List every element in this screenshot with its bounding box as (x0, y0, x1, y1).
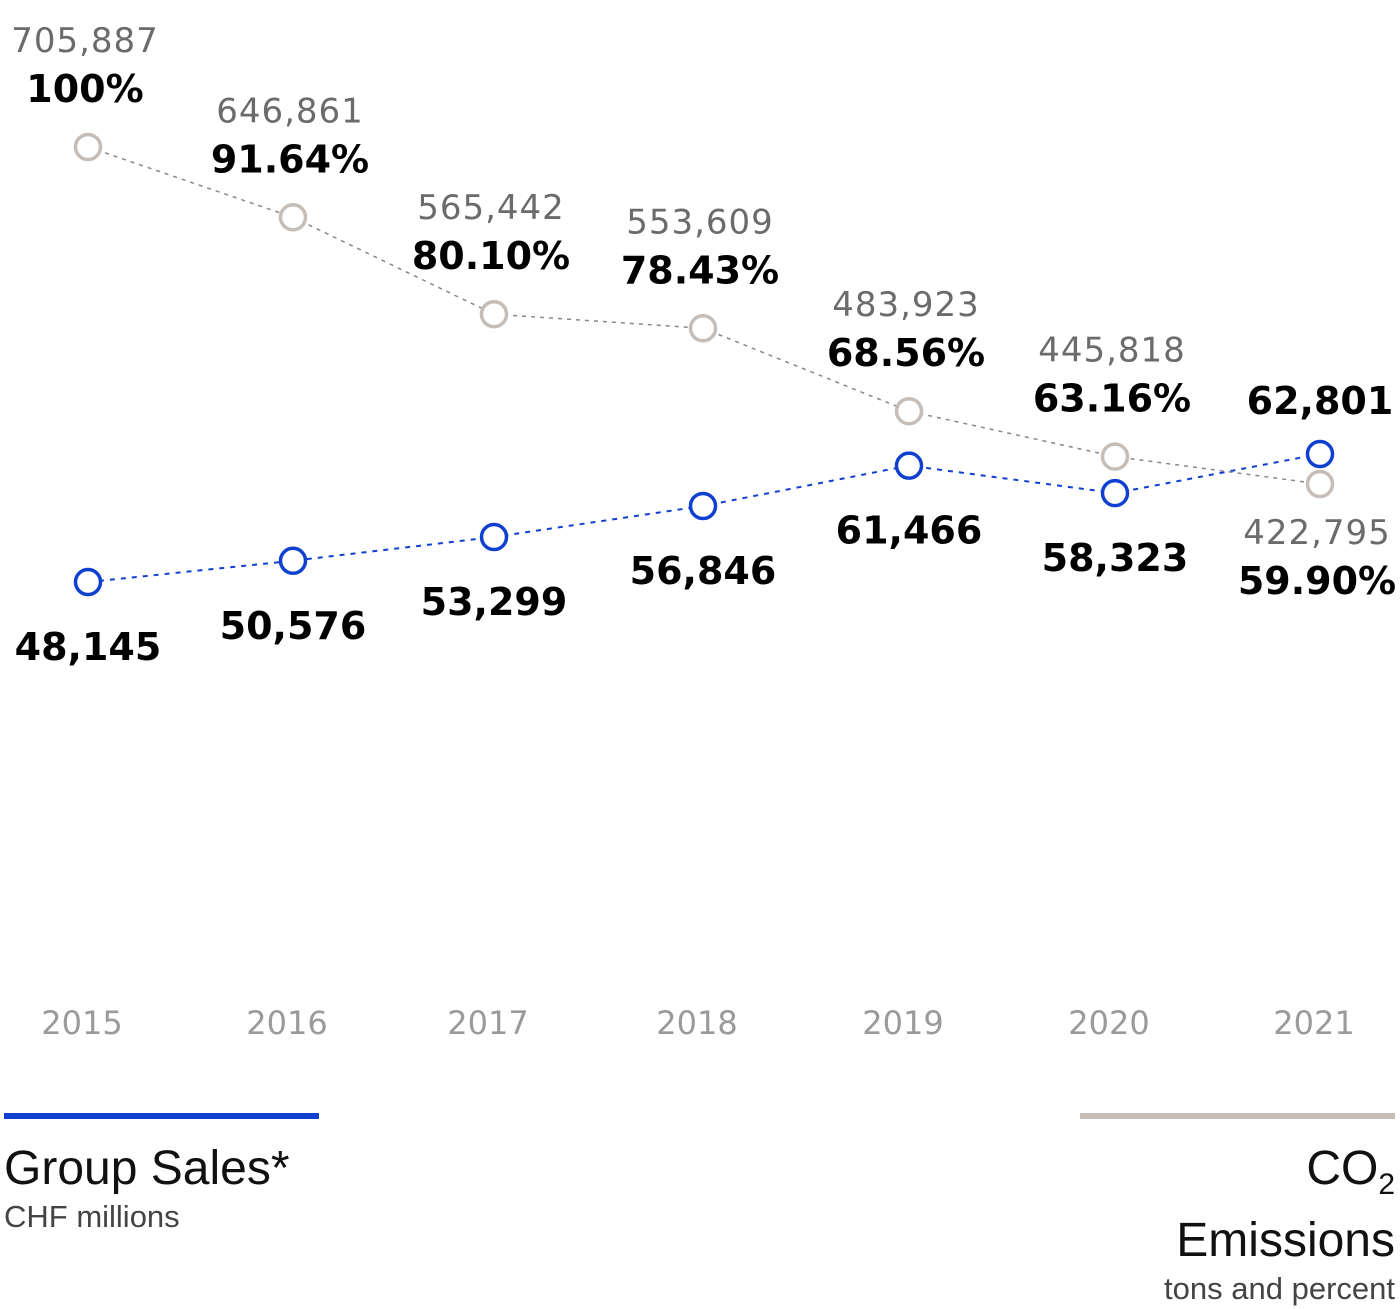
co2-percent-label: 59.90% (1238, 559, 1396, 603)
co2-point (278, 203, 308, 232)
sales-data-label: 61,466 (836, 509, 983, 553)
legend-subtitle-co2: tons and percent (1164, 1271, 1395, 1306)
co2-tons-label: 646,861 (216, 91, 364, 131)
x-tick-label: 2015 (41, 1004, 122, 1042)
x-tick-label: 2020 (1068, 1004, 1149, 1042)
x-tick-label: 2019 (862, 1004, 943, 1042)
legend-title-sales: Group Sales* (4, 1142, 290, 1195)
co2-tons-label: 445,818 (1038, 331, 1186, 371)
sales-point (1305, 439, 1335, 469)
x-tick-label: 2018 (656, 1004, 737, 1042)
co2-point (894, 396, 924, 426)
co2-tons-label: 705,887 (11, 21, 159, 61)
sales-point (1100, 478, 1130, 508)
sales-data-label: 62,801 (1247, 379, 1394, 423)
sales-data-label: 50,576 (220, 604, 367, 648)
sales-point (894, 451, 924, 480)
co2-percent-label: 78.43% (621, 248, 779, 292)
co2-point (1305, 469, 1335, 499)
legend-group-sales: Group Sales* CHF millions (4, 1113, 319, 1237)
legend-title-co2: CO2 Emissions (1080, 1141, 1395, 1269)
sales-point (479, 522, 509, 552)
sales-data-label: 53,299 (421, 580, 568, 624)
legend-subtitle-sales: CHF millions (4, 1199, 180, 1234)
legend-title-suffix: Emissions (1176, 1214, 1395, 1267)
legend-swatch-sales (4, 1113, 319, 1119)
co2-percent-label: 68.56% (827, 331, 985, 375)
chart: 2015 2016 2017 2018 2019 2020 2021 48,145 50,576… (11, 21, 1396, 1042)
co2-tons-label: 565,442 (417, 188, 565, 228)
co2-percent-label: 100% (26, 67, 143, 111)
co2-point (73, 132, 103, 162)
legend-co2-emissions: CO2 Emissions tons and percent (1080, 1113, 1395, 1309)
x-tick-label: 2017 (447, 1004, 528, 1042)
co2-percent-label: 63.16% (1033, 377, 1191, 421)
x-tick-label: 2021 (1273, 1004, 1354, 1042)
sales-point (278, 546, 308, 576)
sales-point (73, 567, 103, 597)
co2-percent-label: 91.64% (211, 137, 369, 181)
sales-data-label: 48,145 (15, 625, 162, 669)
co2-point (479, 299, 509, 329)
co2-point (1100, 442, 1130, 471)
co2-tons-label: 553,609 (626, 202, 774, 242)
x-tick-label: 2016 (246, 1004, 327, 1042)
co2-tons-label: 483,923 (832, 285, 980, 325)
sales-point (688, 491, 718, 521)
legend-swatch-co2 (1080, 1113, 1395, 1119)
legend-title-prefix: CO (1306, 1142, 1379, 1195)
co2-percent-label: 80.10% (412, 234, 570, 278)
sales-data-label: 58,323 (1042, 536, 1189, 580)
sales-data-label: 56,846 (630, 549, 777, 593)
legend-title-subscript: 2 (1378, 1168, 1395, 1201)
co2-tons-label: 422,795 (1243, 513, 1391, 553)
co2-point (688, 314, 718, 343)
